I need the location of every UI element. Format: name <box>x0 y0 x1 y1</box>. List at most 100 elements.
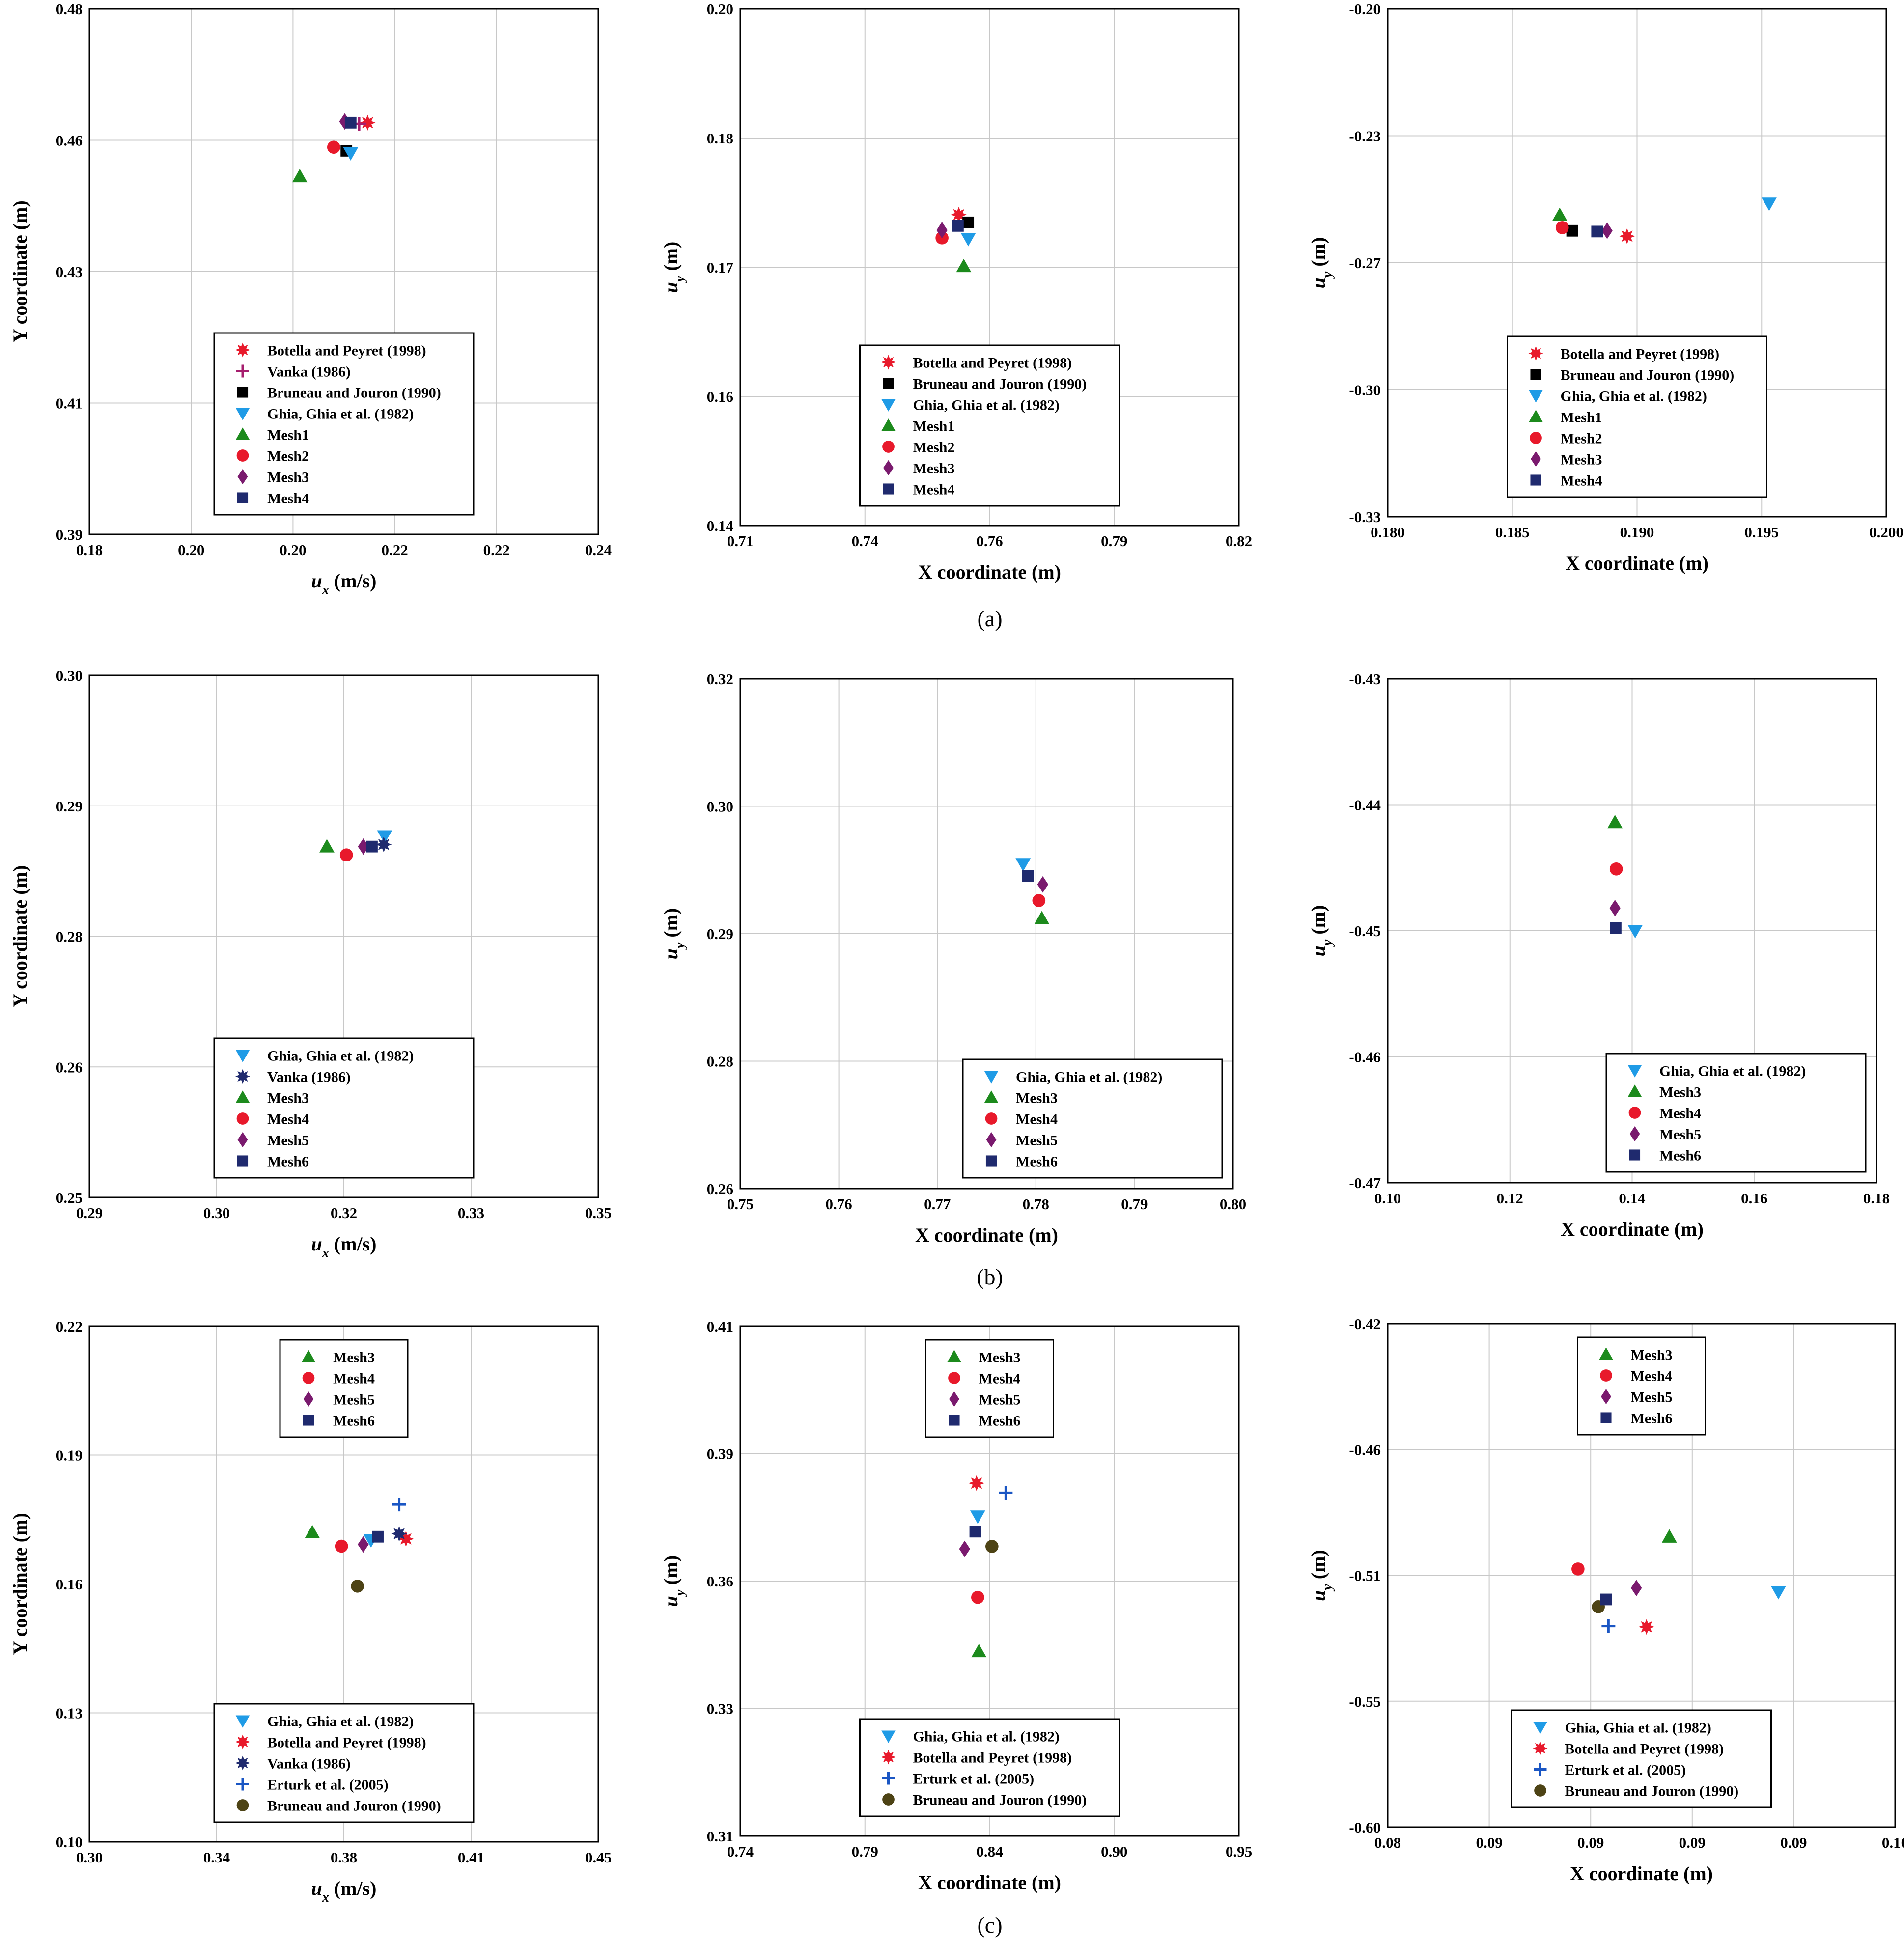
y-tick-label: -0.27 <box>1349 254 1381 272</box>
y-tick-label: 0.10 <box>56 1834 83 1851</box>
y-tick-label: 0.20 <box>707 0 733 18</box>
x-tick-label: 0.30 <box>203 1204 230 1222</box>
y-tick-label: 0.39 <box>707 1445 733 1463</box>
legend-marker <box>1533 1741 1548 1756</box>
x-tick-label: 0.20 <box>280 541 306 558</box>
y-tick-label: 0.43 <box>56 263 83 280</box>
legend-marker <box>302 1372 315 1384</box>
data-point <box>1600 1593 1612 1606</box>
legend-marker <box>949 1391 959 1407</box>
y-axis-label-rest: (m) <box>1307 237 1329 272</box>
plot-frame <box>1387 1323 1896 1828</box>
legend-entry: Mesh3 <box>1631 1347 1673 1363</box>
y-tick-label: 0.26 <box>707 1180 733 1197</box>
x-tick-label: 0.09 <box>1780 1834 1807 1851</box>
chart-b2: 0.75 0.76 0.77 0.78 0.79 0.80 0.26 0.28 0.29 0.30… <box>660 670 1246 1246</box>
y-tick-label: 0.41 <box>56 395 83 412</box>
y-axis-label-rest: (m) <box>1307 1550 1329 1584</box>
chart-b3: 0.10 0.12 0.14 0.16 0.18 -0.47 -0.46 -0.45 -0.44… <box>1307 670 1890 1240</box>
legend-entry: Mesh4 <box>979 1371 1021 1387</box>
legend-marker <box>1529 390 1543 403</box>
y-axis-label-sub: y <box>672 1589 688 1597</box>
x-axis-label-rest: (m/s) <box>329 570 377 592</box>
x-axis-label: X coordinate (m) <box>1561 1218 1704 1240</box>
y-axis-label-rest: (m) <box>1307 905 1329 940</box>
legend-marker <box>881 1730 896 1743</box>
legend-entry: Bruneau and Jouron (1990) <box>913 376 1087 392</box>
data-point <box>1771 1586 1786 1600</box>
legend-box <box>962 1058 1223 1179</box>
x-tick-label: 0.12 <box>1497 1190 1523 1207</box>
x-axis-label: X coordinate (m) <box>1566 552 1708 574</box>
data-point <box>1601 1619 1616 1633</box>
legend-entry: Mesh5 <box>1016 1133 1058 1149</box>
legend-entry: Mesh4 <box>1016 1111 1058 1128</box>
legend: Botella and Peyret (1998) Bruneau and Jou… <box>859 344 1120 507</box>
legend-entry: Vanka (1986) <box>267 1756 351 1772</box>
y-tick-label: -0.43 <box>1349 670 1381 688</box>
y-tick-label: 0.18 <box>707 130 733 147</box>
x-axis-label: X coordinate (m) <box>915 1224 1058 1246</box>
legend: Mesh3 Mesh4 Mesh5 Mesh6 <box>1577 1336 1706 1436</box>
plot-frame <box>88 8 599 535</box>
plot-frame <box>88 674 599 1198</box>
x-axis-label-rest: (m/s) <box>329 1877 377 1899</box>
legend-marker <box>235 1090 250 1103</box>
legend-marker <box>1599 1347 1613 1360</box>
y-tick-label: -0.42 <box>1349 1315 1381 1333</box>
legend-marker <box>1528 346 1543 361</box>
legend: Mesh3 Mesh4 Mesh5 Mesh6 <box>925 1339 1054 1438</box>
x-tick-label: 0.82 <box>1226 532 1252 550</box>
chart-a3: 0.180 0.185 0.190 0.195 0.200 -0.33 -0.30 -0.27… <box>1307 0 1904 574</box>
legend-entry: Erturk et al. (2005) <box>1565 1762 1686 1778</box>
x-tick-label: 0.09 <box>1679 1834 1706 1851</box>
legend-entry: Vanka (1986) <box>267 1069 351 1085</box>
y-tick-label: -0.51 <box>1349 1567 1381 1584</box>
legend-marker <box>235 1734 250 1750</box>
legend-marker <box>1628 1107 1641 1119</box>
legend-entry: Erturk et al. (2005) <box>267 1777 389 1793</box>
y-axis-label-sub: y <box>672 942 688 950</box>
data-point <box>305 1525 320 1538</box>
legend-entry: Ghia, Ghia et al. (1982) <box>1565 1720 1711 1736</box>
x-tick-label: 0.45 <box>585 1849 612 1866</box>
y-axis-label-sub: y <box>1320 1584 1335 1592</box>
y-tick-label: 0.16 <box>56 1576 83 1593</box>
legend-box <box>213 332 475 516</box>
data-point <box>339 848 353 861</box>
legend-entry: Mesh3 <box>1561 452 1602 468</box>
legend-entry: Mesh1 <box>267 427 309 444</box>
data-point <box>377 830 392 844</box>
y-axis-label: Y coordinate (m) <box>9 865 31 1008</box>
data-point <box>1571 1562 1585 1576</box>
legend: Ghia, Ghia et al. (1982) Mesh3 Mesh4 Mesh5 M… <box>962 1058 1223 1179</box>
data-point <box>936 222 948 239</box>
legend-marker <box>303 1415 314 1426</box>
data-point <box>1630 1580 1642 1596</box>
y-tick-label: 0.17 <box>707 259 733 276</box>
y-tick-label: 0.30 <box>707 798 733 815</box>
legend: Ghia, Ghia et al. (1982) Botella and Peyr… <box>859 1718 1120 1817</box>
y-axis-label-main: u <box>1307 278 1329 288</box>
legend-marker <box>882 1772 895 1785</box>
legend-entry: Bruneau and Jouron (1990) <box>267 385 441 401</box>
y-axis-label-sub: y <box>1320 271 1335 279</box>
legend-box <box>213 1037 475 1179</box>
x-tick-label: 0.77 <box>924 1195 951 1213</box>
legend-entry: Mesh5 <box>333 1392 375 1408</box>
legend-marker <box>883 483 894 495</box>
x-axis-label: ux (m/s) <box>311 1233 377 1261</box>
data-point <box>360 114 376 131</box>
x-tick-label: 0.24 <box>585 541 612 558</box>
x-tick-label: 0.22 <box>483 541 510 558</box>
chart-b1: 0.29 0.30 0.32 0.33 0.35 0.25 0.26 0.28 0.29 0.30… <box>9 667 612 1261</box>
data-point <box>952 220 964 232</box>
y-axis-label-main: u <box>1307 1590 1329 1601</box>
data-point <box>1552 207 1568 221</box>
data-point <box>1619 228 1635 244</box>
x-tick-label: 0.195 <box>1744 524 1779 541</box>
y-axis-label: uy (m) <box>660 1556 688 1607</box>
y-tick-label: 0.46 <box>56 132 83 149</box>
y-tick-label: 0.30 <box>56 667 83 684</box>
